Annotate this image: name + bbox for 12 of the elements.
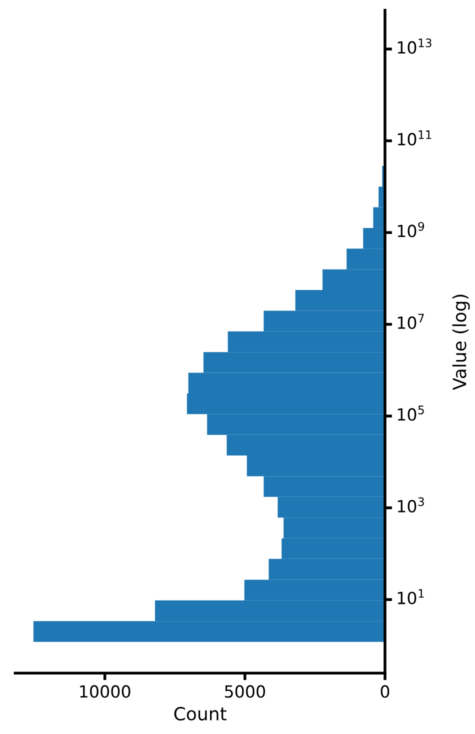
y-tick-label: 10$^{5}$ <box>398 406 424 421</box>
y-tick-label: 10$^{3}$ <box>398 497 424 513</box>
x-axis-title: Count <box>174 706 226 721</box>
y-axis-title: Value (log) <box>452 294 470 390</box>
y-tick-label: 10$^{1}$ <box>398 589 424 604</box>
y-tick-label: 10$^{7}$ <box>398 314 424 330</box>
x-tick-label: 0 <box>380 685 390 698</box>
x-tick-label: 10000 <box>80 685 130 698</box>
y-tick-label: 10$^{9}$ <box>398 222 424 238</box>
x-tick-label: 5000 <box>224 685 266 698</box>
y-tick-label: 10$^{11}$ <box>398 130 432 146</box>
y-tick-label: 10$^{13}$ <box>398 38 432 54</box>
